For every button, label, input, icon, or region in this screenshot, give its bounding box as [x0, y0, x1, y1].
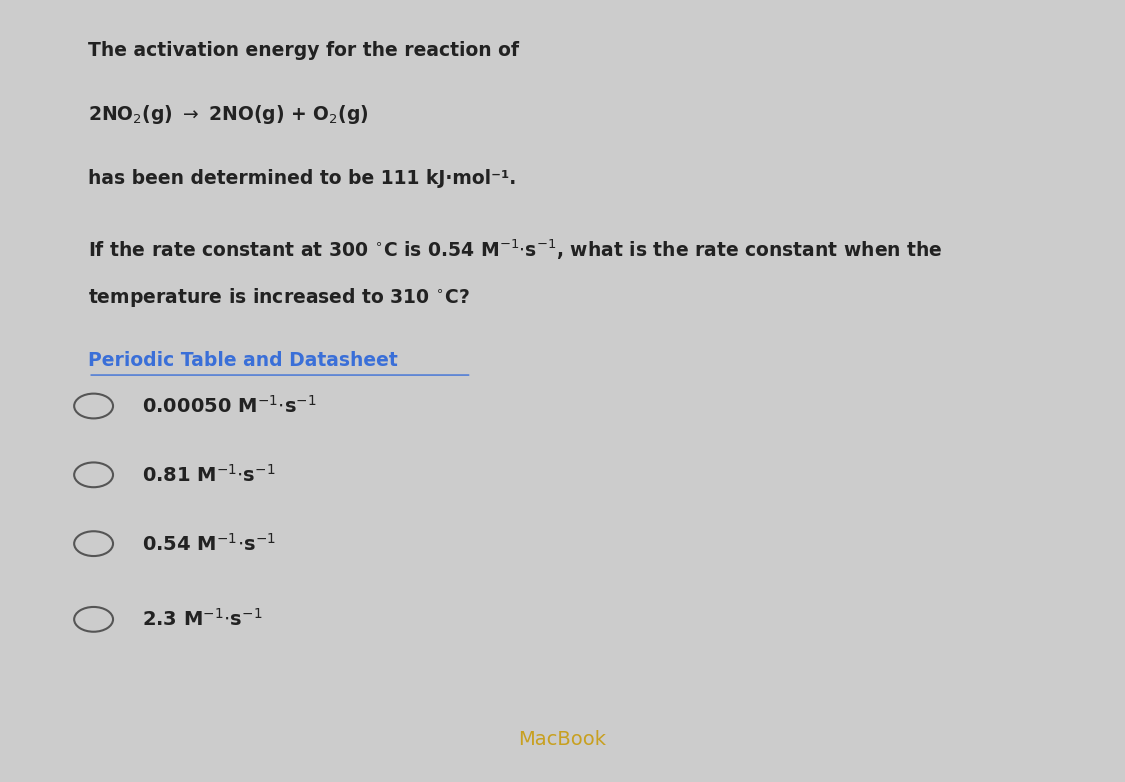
Text: 2.3 M$^{-1}$$\cdot$s$^{-1}$: 2.3 M$^{-1}$$\cdot$s$^{-1}$	[142, 608, 262, 630]
Text: 0.81 M$^{-1}$$\cdot$s$^{-1}$: 0.81 M$^{-1}$$\cdot$s$^{-1}$	[142, 464, 276, 486]
Text: 0.00050 M$^{-1}$$\cdot$s$^{-1}$: 0.00050 M$^{-1}$$\cdot$s$^{-1}$	[142, 395, 317, 417]
Text: has been determined to be 111 kJ·mol⁻¹.: has been determined to be 111 kJ·mol⁻¹.	[88, 169, 516, 188]
Text: MacBook: MacBook	[519, 730, 606, 749]
Text: 0.54 M$^{-1}$$\cdot$s$^{-1}$: 0.54 M$^{-1}$$\cdot$s$^{-1}$	[142, 533, 276, 554]
Text: temperature is increased to 310 $^{\circ}$C?: temperature is increased to 310 $^{\circ…	[88, 285, 470, 309]
Text: Periodic Table and Datasheet: Periodic Table and Datasheet	[88, 351, 398, 370]
Text: 2NO$_2$(g) $\rightarrow$ 2NO(g) + O$_2$(g): 2NO$_2$(g) $\rightarrow$ 2NO(g) + O$_2$(…	[88, 103, 369, 126]
Text: If the rate constant at 300 $^{\circ}$C is 0.54 M$^{-1}$$\cdot$s$^{-1}$, what is: If the rate constant at 300 $^{\circ}$C …	[88, 238, 943, 262]
Text: The activation energy for the reaction of: The activation energy for the reaction o…	[88, 41, 520, 60]
